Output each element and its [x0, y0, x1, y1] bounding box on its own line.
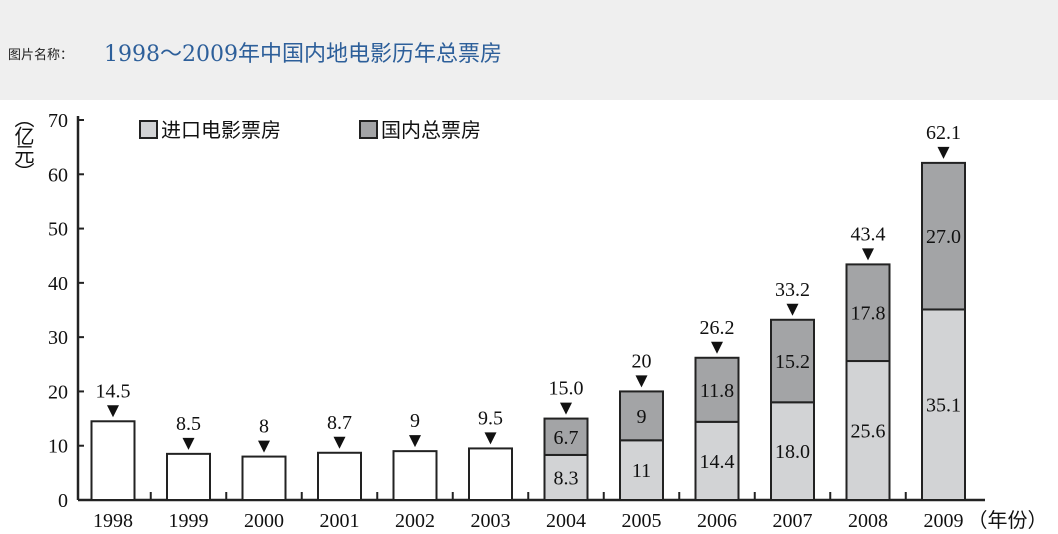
bar-segment-import [694, 420, 740, 502]
stacked-bar-chart: 0 10 20 30 40 50 60 70 进口电影票房 国内总票房 1998 14.5 1999 8.… [48, 110, 1048, 532]
x-tick-label: 2008 [848, 510, 888, 532]
x-tick-label: 2004 [546, 510, 586, 532]
x-tick-label: 1998 [93, 510, 133, 532]
bar-segment-domestic [770, 318, 815, 404]
segment-label: 8.3 [554, 467, 579, 489]
segment-label: 35.1 [926, 395, 961, 417]
total-label: 26.2 [700, 317, 735, 339]
legend-swatch [359, 120, 378, 139]
legend-label: 进口电影票房 [161, 119, 281, 142]
segment-label: 15.2 [775, 351, 810, 373]
down-arrow-icon [937, 146, 950, 159]
y-axis-label: （亿元） [11, 108, 35, 180]
total-label: 33.2 [775, 279, 810, 301]
segment-label: 6.7 [554, 427, 579, 449]
total-label: 15.0 [549, 378, 584, 400]
bar-segment-import [770, 401, 815, 501]
x-tick-label: 2007 [773, 510, 813, 532]
segment-label: 14.4 [700, 451, 735, 473]
total-label: 20 [632, 350, 652, 372]
bar-segment-import [543, 453, 589, 502]
bar-segment-domestic [619, 390, 664, 442]
segment-label: 18.0 [775, 441, 810, 463]
segment-label: 25.6 [851, 421, 886, 443]
down-arrow-icon [635, 375, 648, 388]
bar-segment-import [845, 360, 891, 501]
down-arrow-icon [409, 435, 421, 448]
x-tick-label: 2006 [697, 510, 737, 532]
x-tick-label: 1999 [169, 510, 209, 532]
segment-label: 17.8 [851, 303, 886, 325]
bar-total [90, 420, 136, 501]
total-label: 14.5 [96, 380, 131, 402]
total-label: 8.7 [327, 412, 352, 434]
legend-label: 国内总票房 [381, 119, 481, 142]
x-tick-label: 2003 [471, 510, 511, 532]
total-label: 62.1 [926, 122, 961, 144]
bar-segment-domestic [845, 263, 891, 363]
down-arrow-icon [560, 402, 572, 415]
down-arrow-icon [862, 248, 874, 261]
total-label: 8.5 [176, 413, 201, 435]
down-arrow-icon [107, 405, 119, 418]
x-tick-label: 2000 [244, 510, 284, 532]
x-tick-label: 2009 [924, 510, 964, 532]
x-tick-label: 2001 [320, 510, 360, 532]
segment-label: 9 [637, 406, 647, 428]
y-tick-label: 30 [48, 327, 68, 349]
down-arrow-icon [182, 437, 195, 450]
x-tick-label: 2002 [395, 510, 435, 532]
y-tick-label: 60 [48, 164, 68, 186]
down-arrow-icon [258, 440, 270, 453]
bar-total [392, 450, 438, 501]
total-label: 9 [410, 410, 420, 432]
segment-label: 11.8 [700, 380, 734, 402]
caption-title: 1998～2009年中国内地电影历年总票房 [104, 42, 502, 67]
caption-label: 图片名称： [8, 48, 74, 63]
bar-total [317, 451, 362, 501]
down-arrow-icon [786, 303, 799, 316]
bar-total [166, 452, 211, 502]
total-label: 8 [259, 416, 269, 438]
caption-bar: 图片名称： 1998～2009年中国内地电影历年总票房 [0, 0, 1058, 100]
legend-swatch [139, 120, 158, 139]
y-tick-label: 40 [48, 273, 68, 295]
segment-label: 11 [632, 460, 651, 482]
x-tick-label: 2005 [622, 510, 662, 532]
y-tick-label: 0 [58, 490, 68, 512]
y-tick-label: 10 [48, 436, 68, 458]
bar-total [468, 447, 513, 501]
total-label: 9.5 [478, 407, 503, 429]
bar-segment-domestic [694, 356, 740, 423]
total-label: 43.4 [851, 223, 886, 245]
bar-segment-domestic [921, 161, 966, 311]
x-axis-label: （年份） [968, 509, 1048, 532]
y-tick-label: 20 [48, 381, 68, 403]
segment-label: 27.0 [926, 226, 961, 248]
bar-segment-domestic [543, 417, 589, 456]
bar-total [241, 455, 287, 502]
down-arrow-icon [711, 341, 723, 354]
down-arrow-icon [333, 436, 346, 449]
down-arrow-icon [484, 432, 497, 445]
y-tick-label: 50 [48, 219, 68, 241]
y-tick-label: 70 [48, 110, 68, 132]
